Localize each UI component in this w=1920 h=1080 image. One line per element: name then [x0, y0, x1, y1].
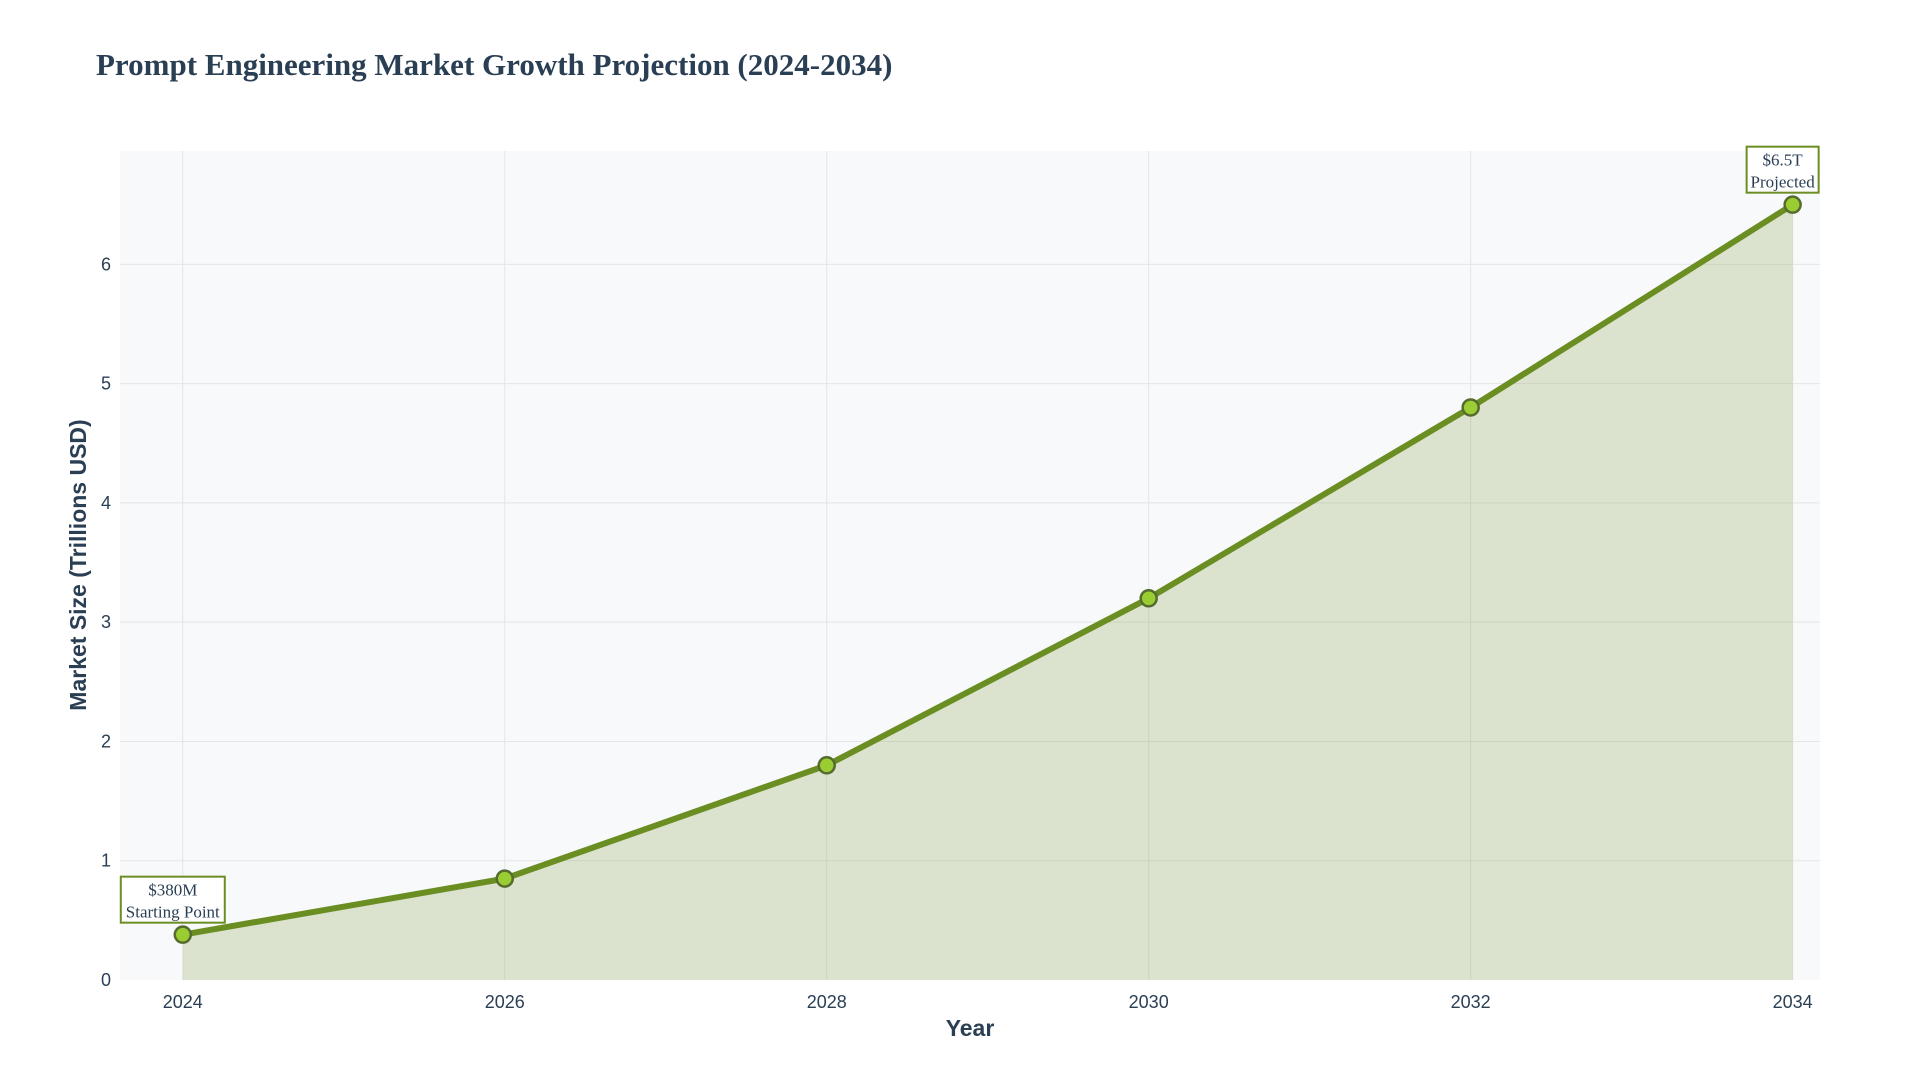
y-tick-label: 4 — [101, 493, 111, 513]
y-tick-label: 5 — [101, 374, 111, 394]
data-point — [173, 925, 193, 944]
y-axis-title: Market Size (Trillions USD) — [65, 419, 91, 710]
x-tick-label: 2034 — [1773, 992, 1813, 1012]
annotation-text: $6.5T — [1763, 151, 1804, 170]
x-tick-label: 2028 — [807, 992, 847, 1012]
chart-title: Prompt Engineering Market Growth Project… — [96, 47, 892, 82]
annotation-text: Starting Point — [126, 903, 220, 922]
y-tick-label: 6 — [101, 254, 111, 274]
y-tick-label: 3 — [101, 612, 111, 632]
plot-area — [120, 151, 1820, 980]
annotation-box — [119, 875, 226, 924]
annotation-text: $380M — [148, 881, 197, 900]
y-tick-label: 0 — [101, 970, 111, 990]
x-tick-label: 2026 — [485, 992, 525, 1012]
y-tick-label: 2 — [101, 731, 111, 751]
annotation-text: Projected — [1751, 173, 1816, 192]
area-fill — [182, 204, 1793, 980]
annotation-box — [1745, 145, 1820, 194]
y-tick-label: 1 — [101, 851, 111, 871]
x-tick-label: 2030 — [1129, 992, 1169, 1012]
series-line — [182, 202, 1795, 938]
data-point — [1139, 589, 1158, 608]
x-tick-label: 2024 — [163, 992, 203, 1012]
data-point — [1783, 195, 1802, 214]
x-axis-title: Year — [946, 1015, 995, 1041]
data-point — [1461, 398, 1480, 417]
x-tick-label: 2032 — [1451, 992, 1491, 1012]
data-point — [817, 756, 836, 775]
data-point — [495, 869, 515, 888]
